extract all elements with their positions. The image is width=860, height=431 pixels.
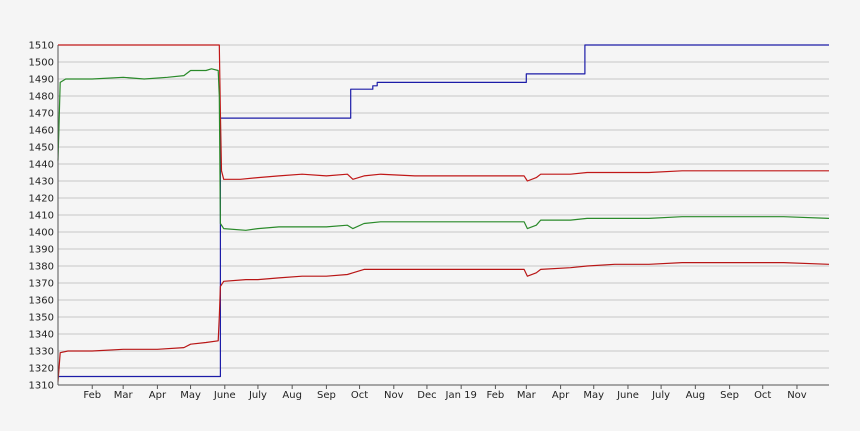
x-tick-label: Feb: [83, 390, 101, 401]
y-tick-label: 1380: [29, 262, 54, 273]
y-tick-label: 1510: [29, 41, 54, 52]
y-tick-label: 1310: [29, 381, 54, 392]
x-tick-label: Apr: [552, 390, 570, 401]
x-tick-label: June: [213, 390, 236, 401]
y-tick-label: 1470: [29, 109, 54, 120]
y-tick-label: 1390: [29, 245, 54, 256]
x-tick-label: June: [616, 390, 639, 401]
x-tick-label: May: [180, 390, 201, 401]
x-tick-label: Apr: [149, 390, 167, 401]
y-tick-label: 1480: [29, 92, 54, 103]
x-tick-label: Jan 19: [445, 390, 477, 401]
series-line-4: [57, 262, 830, 382]
x-tick-label: Nov: [787, 390, 807, 401]
x-tick-label: Mar: [114, 390, 134, 401]
x-tick-label: Mar: [517, 390, 537, 401]
y-tick-label: 1410: [29, 211, 54, 222]
x-tick-label: Aug: [686, 390, 706, 401]
x-tick-label: July: [651, 390, 670, 401]
x-tick-label: Sep: [317, 390, 336, 401]
y-tick-label: 1400: [29, 228, 54, 239]
y-tick-label: 1360: [29, 296, 54, 307]
y-tick-label: 1340: [29, 330, 54, 341]
y-tick-label: 1440: [29, 160, 54, 171]
series-line-2: [58, 44, 829, 182]
x-tick-label: Feb: [487, 390, 505, 401]
series-line-3: [57, 68, 830, 231]
x-tick-label: Aug: [282, 390, 302, 401]
x-tick-label: July: [248, 390, 267, 401]
y-tick-label: 1350: [29, 313, 54, 324]
x-axis: Feb Mar Apr May June July Aug Sep Oct Nov Dec Jan 1…: [58, 384, 829, 401]
y-axis: 1310 1320 1330 1340 1350 1360 1370 1380 1390 1400…: [29, 41, 59, 392]
x-tick-label: Oct: [754, 390, 771, 401]
series-lines: [57, 44, 830, 382]
x-tick-label: May: [583, 390, 604, 401]
y-tick-label: 1320: [29, 364, 54, 375]
y-tick-label: 1370: [29, 279, 54, 290]
x-tick-label: Sep: [720, 390, 739, 401]
y-tick-label: 1500: [29, 58, 54, 69]
y-tick-label: 1420: [29, 194, 54, 205]
x-tick-label: Oct: [351, 390, 368, 401]
y-tick-label: 1460: [29, 126, 54, 137]
y-tick-label: 1450: [29, 143, 54, 154]
grid-lines: [58, 44, 829, 386]
x-tick-label: Nov: [384, 390, 404, 401]
x-tick-label: Dec: [417, 390, 436, 401]
y-tick-label: 1430: [29, 177, 54, 188]
y-tick-label: 1490: [29, 75, 54, 86]
y-tick-label: 1330: [29, 347, 54, 358]
